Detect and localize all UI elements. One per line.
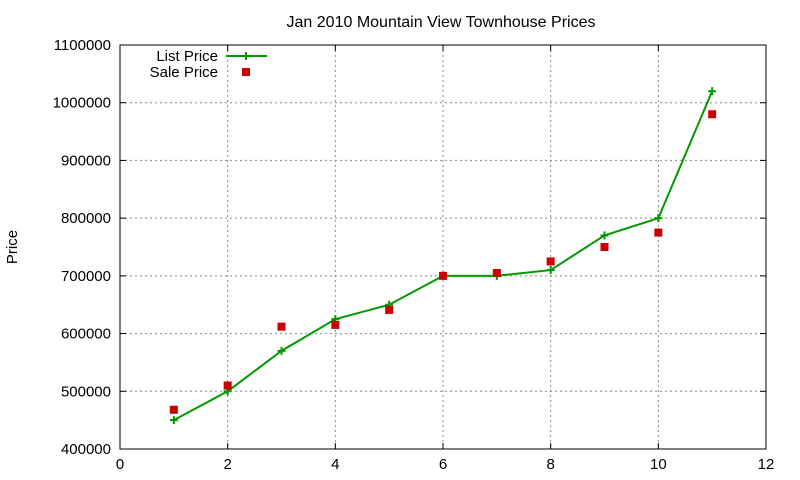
list-price-point — [600, 231, 609, 240]
sale-price-point — [708, 110, 717, 119]
sale-price-point — [654, 228, 663, 237]
list-price-point — [654, 214, 663, 223]
list-price-point — [708, 87, 717, 96]
y-tick-label: 900000 — [61, 152, 111, 169]
sale-price-point — [223, 381, 232, 390]
y-tick-label: 1100000 — [54, 37, 111, 54]
legend-label-sale-price: Sale Price — [150, 64, 218, 81]
sale-price-point — [492, 268, 501, 277]
list-price-point — [546, 266, 555, 275]
plot-border — [119, 44, 767, 450]
x-tick-label: 2 — [223, 456, 231, 473]
y-tick-label: 500000 — [61, 383, 111, 400]
list-price-point — [169, 416, 178, 425]
list-price-point — [277, 346, 286, 355]
sale-price-point — [169, 405, 178, 414]
sale-price-point — [385, 305, 394, 314]
x-tick-label: 10 — [650, 456, 667, 473]
legend-swatch-sale-price — [242, 68, 250, 76]
x-tick-label: 4 — [331, 456, 339, 473]
grid — [120, 45, 766, 449]
sale-price-point — [439, 271, 447, 280]
sale-price-point — [331, 320, 340, 329]
legend: List Price Sale Price — [150, 48, 267, 81]
y-tick-label: 700000 — [61, 268, 111, 285]
y-tick-label: 1000000 — [53, 95, 111, 112]
legend-label-list-price: List Price — [156, 48, 218, 65]
y-tick-label: 800000 — [61, 210, 111, 227]
y-tick-label: 400000 — [61, 441, 111, 458]
y-tick-label: 600000 — [61, 326, 111, 343]
axes: 0 2 4 6 8 10 12 400000 500000 600000 700000 800000 9… — [53, 37, 775, 473]
y-axis-label: Price — [4, 230, 21, 264]
x-tick-label: 6 — [439, 456, 447, 473]
sale-price-point — [546, 257, 555, 266]
x-tick-label: 12 — [758, 456, 775, 473]
sale-price-point — [600, 243, 609, 251]
sale-price-point — [277, 322, 286, 331]
series — [169, 87, 717, 425]
x-tick-label: 0 — [116, 456, 124, 473]
chart-title: Jan 2010 Mountain View Townhouse Prices — [287, 14, 596, 31]
x-tick-label: 8 — [546, 456, 554, 473]
